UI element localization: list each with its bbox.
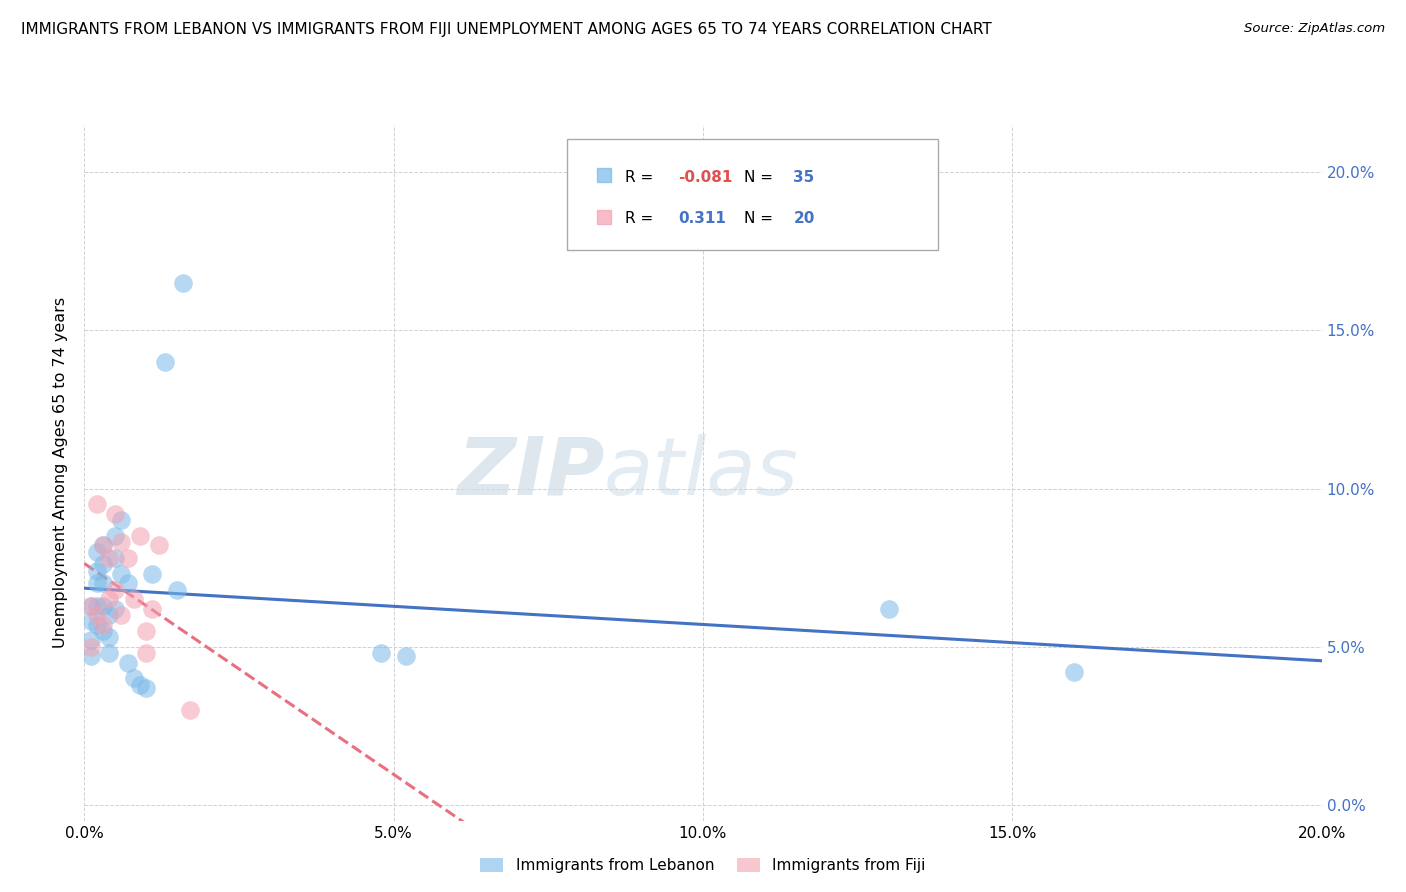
Text: Source: ZipAtlas.com: Source: ZipAtlas.com: [1244, 22, 1385, 36]
Point: [86, 599, 108, 613]
Point: [91, 539, 114, 553]
Point: [104, 529, 127, 543]
Point: [79, 649, 101, 664]
Text: N =: N =: [744, 169, 778, 185]
Point: [148, 539, 170, 553]
Point: [129, 529, 152, 543]
Point: [98, 551, 121, 566]
Point: [98, 646, 121, 660]
Point: [91, 539, 114, 553]
Text: 35: 35: [793, 169, 814, 185]
Point: [135, 624, 157, 638]
Point: [129, 678, 152, 692]
Point: [86, 608, 108, 623]
Point: [98, 592, 121, 607]
Point: [91, 599, 114, 613]
Point: [122, 671, 145, 685]
Text: atlas: atlas: [605, 434, 799, 512]
Point: [141, 601, 163, 615]
Point: [79, 599, 101, 613]
Point: [110, 513, 132, 527]
Point: [91, 576, 114, 591]
Text: N =: N =: [744, 211, 778, 227]
Point: [104, 582, 127, 597]
Point: [98, 608, 121, 623]
Point: [179, 703, 201, 717]
Point: [135, 681, 157, 695]
Text: ZIP: ZIP: [457, 434, 605, 512]
Point: [117, 576, 139, 591]
Point: [166, 582, 188, 597]
Y-axis label: Unemployment Among Ages 65 to 74 years: Unemployment Among Ages 65 to 74 years: [53, 297, 69, 648]
Point: [110, 566, 132, 581]
Point: [135, 646, 157, 660]
Point: [877, 601, 900, 615]
Point: [79, 599, 101, 613]
Text: 0.311: 0.311: [678, 211, 725, 227]
Legend: Immigrants from Lebanon, Immigrants from Fiji: Immigrants from Lebanon, Immigrants from…: [474, 852, 932, 880]
Point: [91, 558, 114, 572]
Point: [86, 617, 108, 632]
Text: R =: R =: [626, 169, 658, 185]
Point: [122, 592, 145, 607]
Point: [86, 564, 108, 578]
Point: [172, 276, 194, 290]
FancyBboxPatch shape: [567, 139, 938, 250]
Point: [141, 566, 163, 581]
Point: [86, 545, 108, 559]
Point: [117, 656, 139, 670]
Point: [104, 507, 127, 521]
Point: [91, 617, 114, 632]
Text: 20: 20: [793, 211, 814, 227]
Point: [91, 624, 114, 638]
Point: [79, 615, 101, 629]
Point: [153, 355, 176, 369]
Point: [86, 497, 108, 511]
Point: [79, 640, 101, 654]
Text: -0.081: -0.081: [678, 169, 733, 185]
Point: [86, 576, 108, 591]
Text: IMMIGRANTS FROM LEBANON VS IMMIGRANTS FROM FIJI UNEMPLOYMENT AMONG AGES 65 TO 74: IMMIGRANTS FROM LEBANON VS IMMIGRANTS FR…: [21, 22, 991, 37]
Point: [98, 630, 121, 644]
Point: [79, 633, 101, 648]
Point: [104, 551, 127, 566]
Point: [117, 551, 139, 566]
Point: [104, 601, 127, 615]
Point: [370, 646, 392, 660]
Point: [110, 535, 132, 549]
Point: [395, 649, 418, 664]
Point: [110, 608, 132, 623]
Point: [1063, 665, 1085, 679]
Text: R =: R =: [626, 211, 658, 227]
